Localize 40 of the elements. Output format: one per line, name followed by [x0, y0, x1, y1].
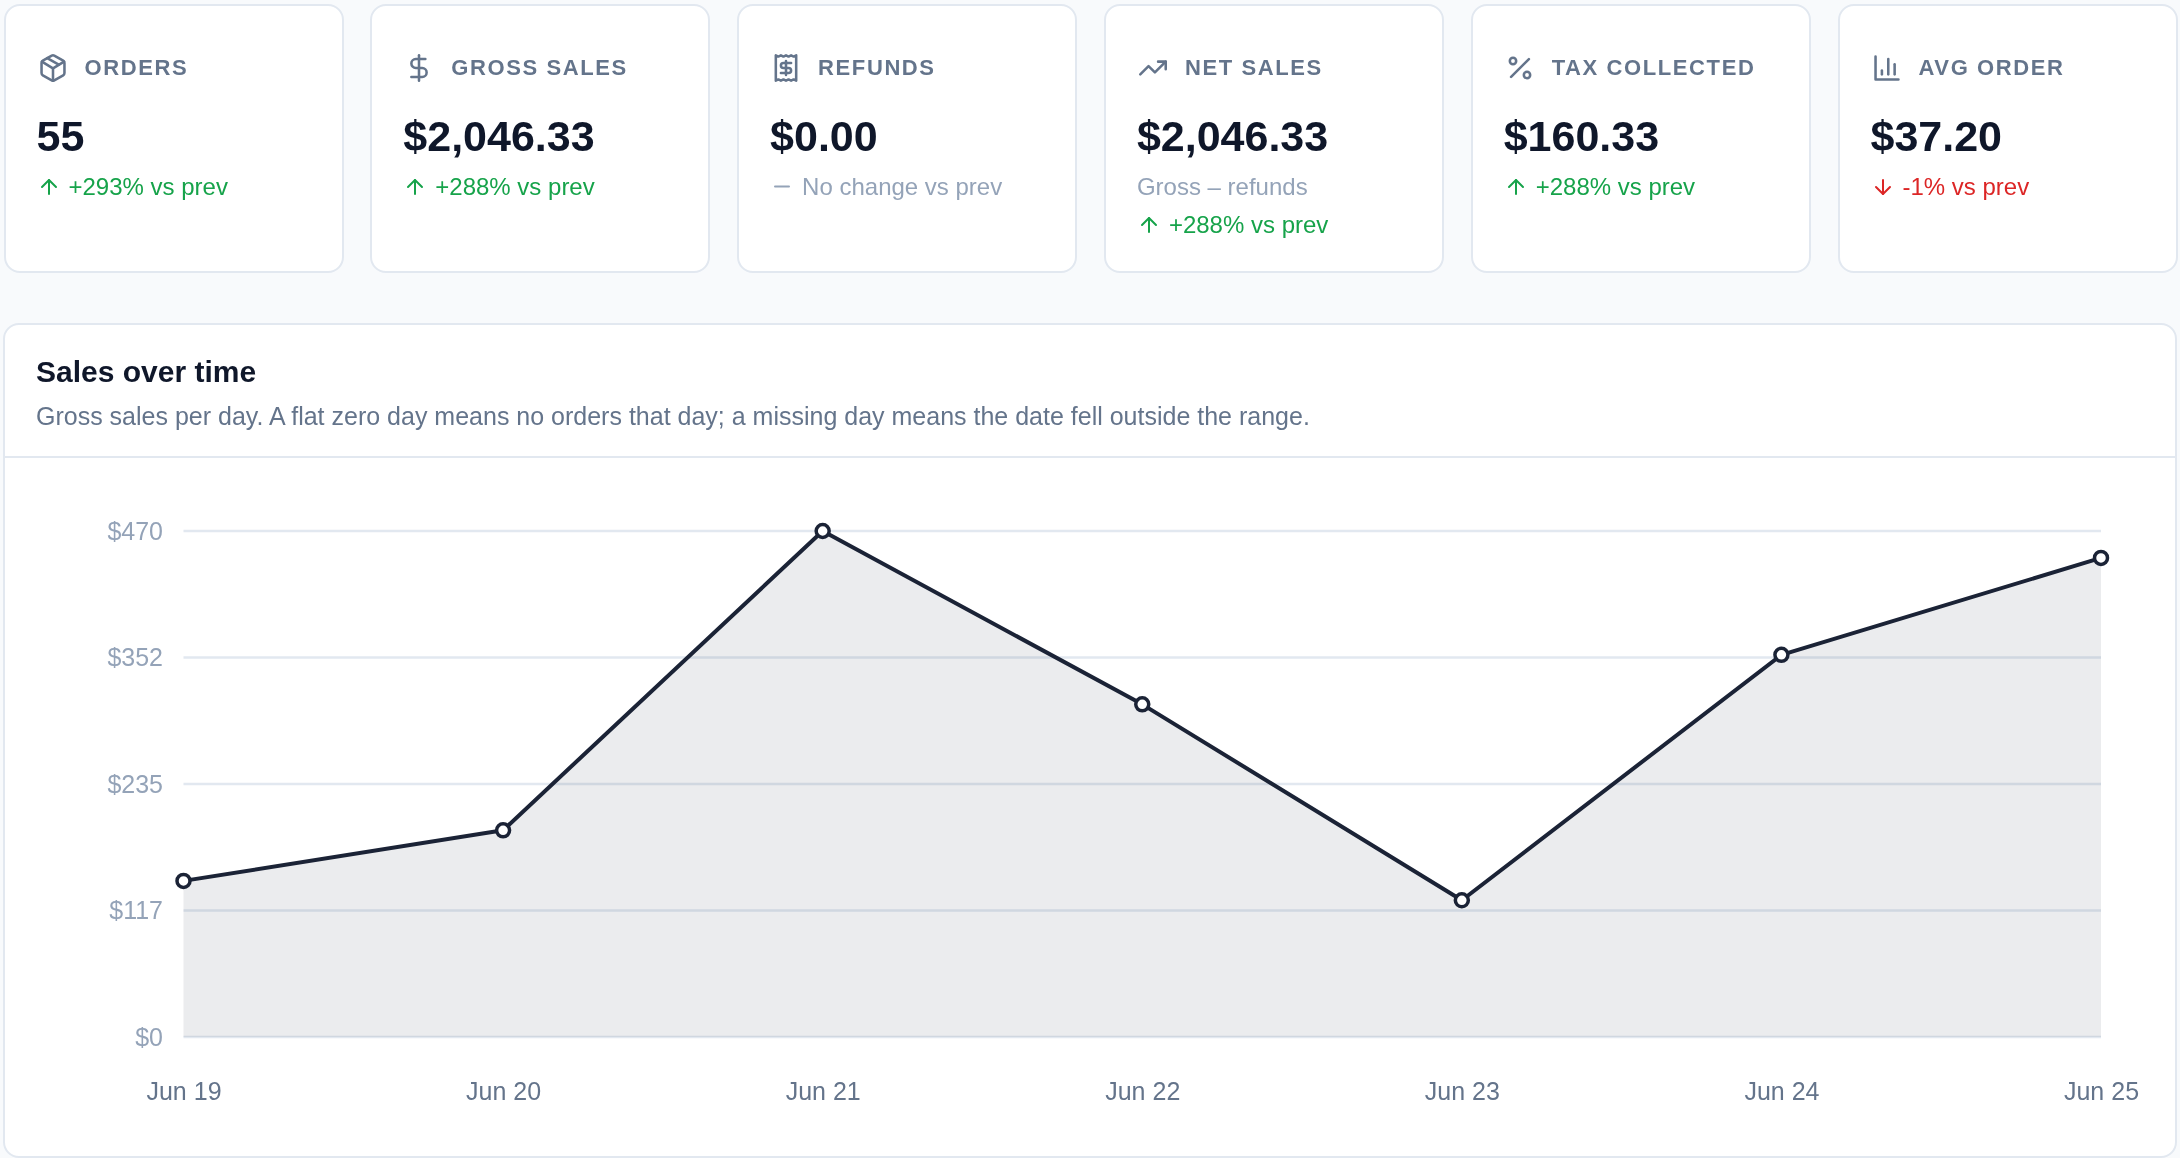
text: TAX COLLECTED [1551, 54, 1756, 80]
x-tick-label: Jun 22 [1105, 1076, 1181, 1105]
text: -1% vs prev [1902, 172, 2030, 200]
point [814, 522, 831, 540]
point [2092, 549, 2110, 567]
y-tick-label: $117 [109, 896, 163, 924]
text: NET SALES [1184, 54, 1323, 80]
point [494, 822, 512, 839]
point [1453, 892, 1471, 909]
text: $2,046.33 [403, 111, 595, 159]
text: AVG ORDER [1918, 54, 2065, 80]
text: REFUNDS [818, 54, 936, 80]
text: Gross – refunds [1136, 172, 1308, 200]
x-tick-label: Jun 21 [785, 1076, 861, 1105]
text: +288% vs prev [1535, 172, 1696, 200]
y-tick-label: $235 [107, 769, 163, 798]
x-tick-label: Jun 23 [1424, 1076, 1500, 1105]
y-tick-label: $352 [107, 643, 163, 671]
x-tick-label: Jun 19 [146, 1076, 222, 1105]
point [1773, 646, 1790, 664]
point [1134, 696, 1151, 713]
text: GROSS SALES [451, 54, 628, 80]
text: 55 [36, 111, 85, 159]
y-tick-label: $470 [107, 516, 163, 545]
text: $0.00 [770, 111, 878, 159]
y-tick-label: $0 [135, 1022, 163, 1051]
text: $160.33 [1503, 111, 1660, 159]
text: ORDERS [84, 54, 189, 80]
point [175, 872, 192, 890]
text: $37.20 [1870, 111, 2003, 159]
text: $2,046.33 [1136, 111, 1329, 159]
x-tick-label: Jun 25 [2063, 1076, 2140, 1105]
text: +288% vs prev [1168, 210, 1329, 238]
x-tick-label: Jun 20 [466, 1076, 542, 1105]
chart-title: Sales over time [36, 355, 257, 388]
text: +293% vs prev [68, 172, 228, 200]
chart-subtitle: Gross sales per day. A flat zero day means no orders that day; a missing day means the date fell outside the range. [36, 401, 1310, 430]
x-tick-label: Jun 24 [1744, 1076, 1820, 1105]
text: No change vs prev [802, 172, 1003, 200]
text: +288% vs prev [435, 172, 595, 200]
